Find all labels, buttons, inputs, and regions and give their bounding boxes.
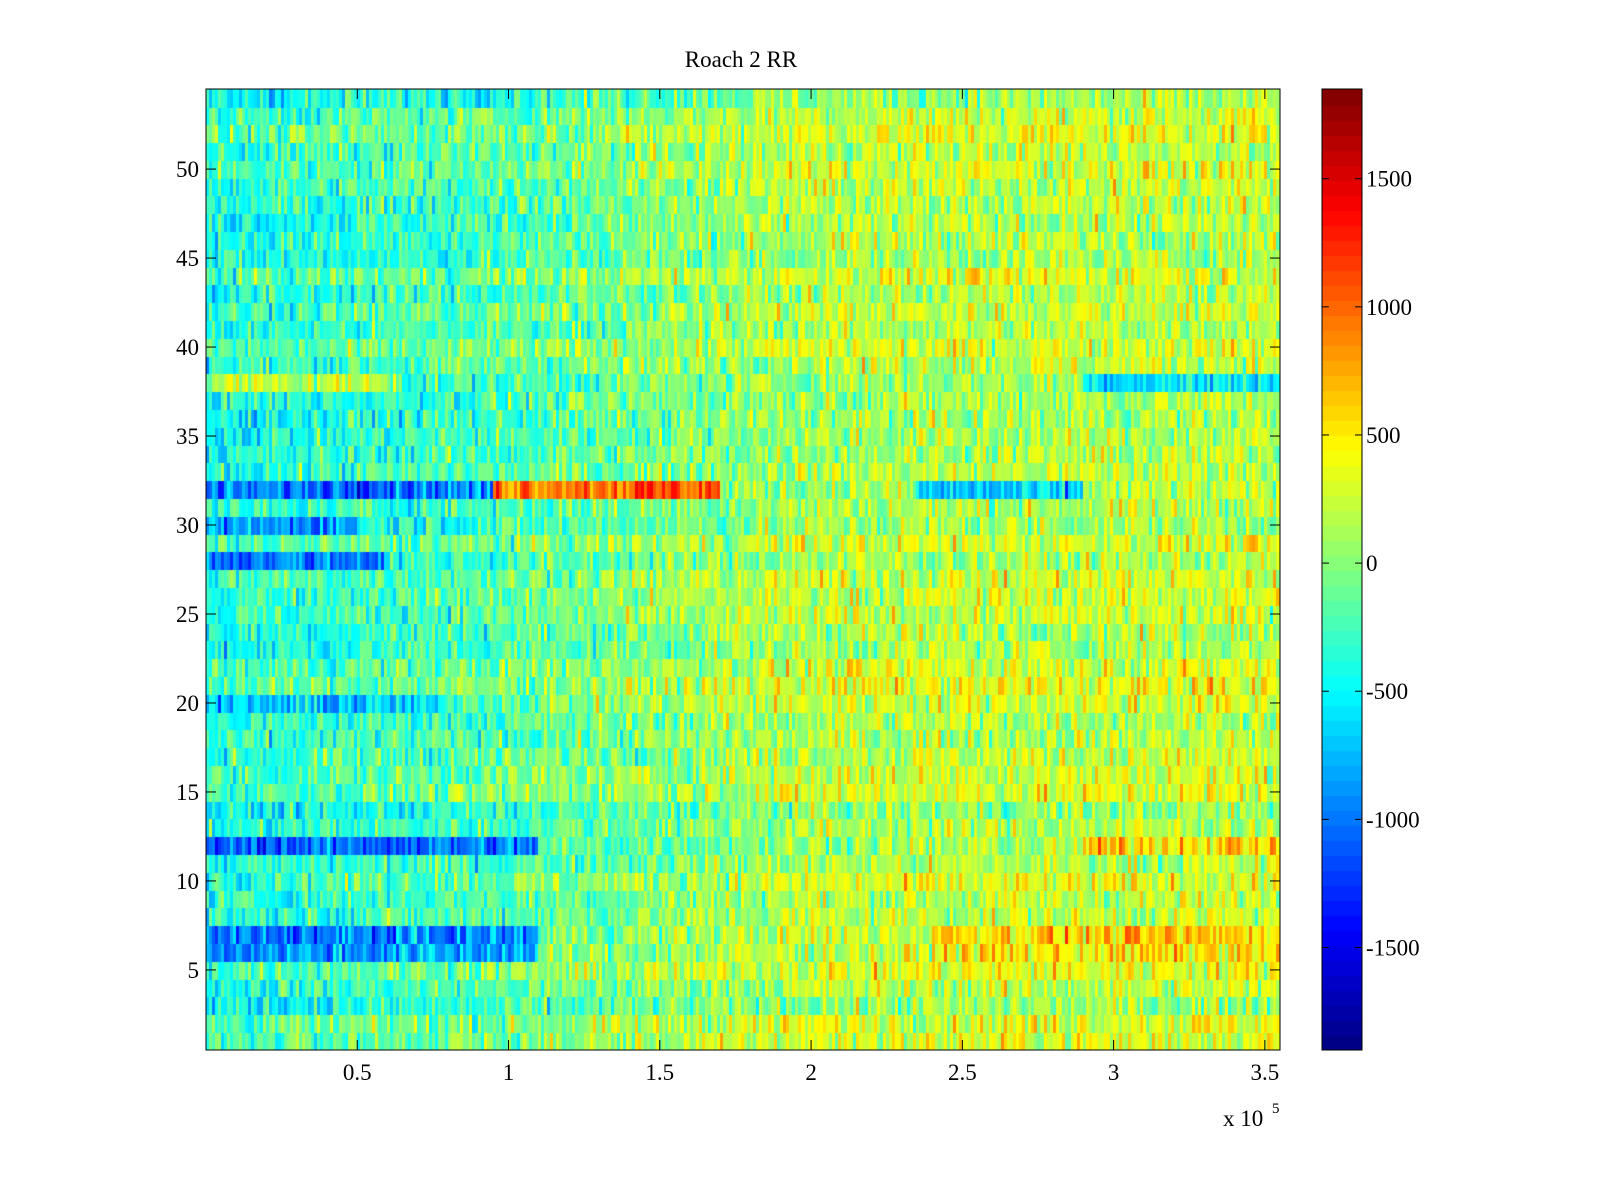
chart-title: Roach 2 RR <box>685 47 798 72</box>
colorbar-tick-label: 0 <box>1366 551 1378 576</box>
y-axis: 5 10 15 20 25 30 35 40 45 50 <box>176 157 1280 983</box>
y-tick-label: 20 <box>176 691 199 716</box>
x-multiplier: x 10 5 <box>1223 1101 1280 1131</box>
y-tick-label: 45 <box>176 246 199 271</box>
y-tick-label: 15 <box>176 780 199 805</box>
x-tick-label: 3 <box>1108 1060 1120 1085</box>
colorbar-tick-label: 1000 <box>1366 295 1412 320</box>
y-tick-label: 10 <box>176 869 199 894</box>
colorbar-tick-label: 500 <box>1366 423 1401 448</box>
y-tick-label: 30 <box>176 513 199 538</box>
x-tick-label: 3.5 <box>1250 1060 1279 1085</box>
y-tick-label: 35 <box>176 424 199 449</box>
colorbar-tick-label: 1500 <box>1366 167 1412 192</box>
colorbar: 1500 1000 500 0 -500 -1000 -1500 <box>1321 88 1420 1051</box>
x-tick-label: 1.5 <box>645 1060 674 1085</box>
y-tick-label: 40 <box>176 335 199 360</box>
colorbar-tick-label: -1000 <box>1366 807 1420 832</box>
x-tick-label: 2 <box>805 1060 817 1085</box>
y-tick-label: 25 <box>176 602 199 627</box>
x-tick-label: 2.5 <box>948 1060 977 1085</box>
colorbar-ticks: 1500 1000 500 0 -500 -1000 -1500 <box>1322 167 1420 960</box>
heatmap-cells <box>206 89 1280 1050</box>
x-tick-label: 0.5 <box>343 1060 372 1085</box>
x-multiplier-exponent: 5 <box>1272 1101 1280 1117</box>
x-tick-label: 1 <box>503 1060 515 1085</box>
heatmap-plot-area <box>205 88 1281 1051</box>
colorbar-tick-label: -1500 <box>1366 935 1420 960</box>
y-tick-label: 5 <box>188 958 200 983</box>
colorbar-tick-label: -500 <box>1366 679 1408 704</box>
colorbar-frame <box>1321 88 1363 1051</box>
y-tick-label: 50 <box>176 157 199 182</box>
plot-frame <box>205 88 1281 1051</box>
x-multiplier-label: x 10 <box>1223 1106 1263 1131</box>
colorbar-gradient <box>1322 89 1362 1050</box>
x-axis: 0.5 1 1.5 2 2.5 3 3.5 <box>343 89 1279 1085</box>
